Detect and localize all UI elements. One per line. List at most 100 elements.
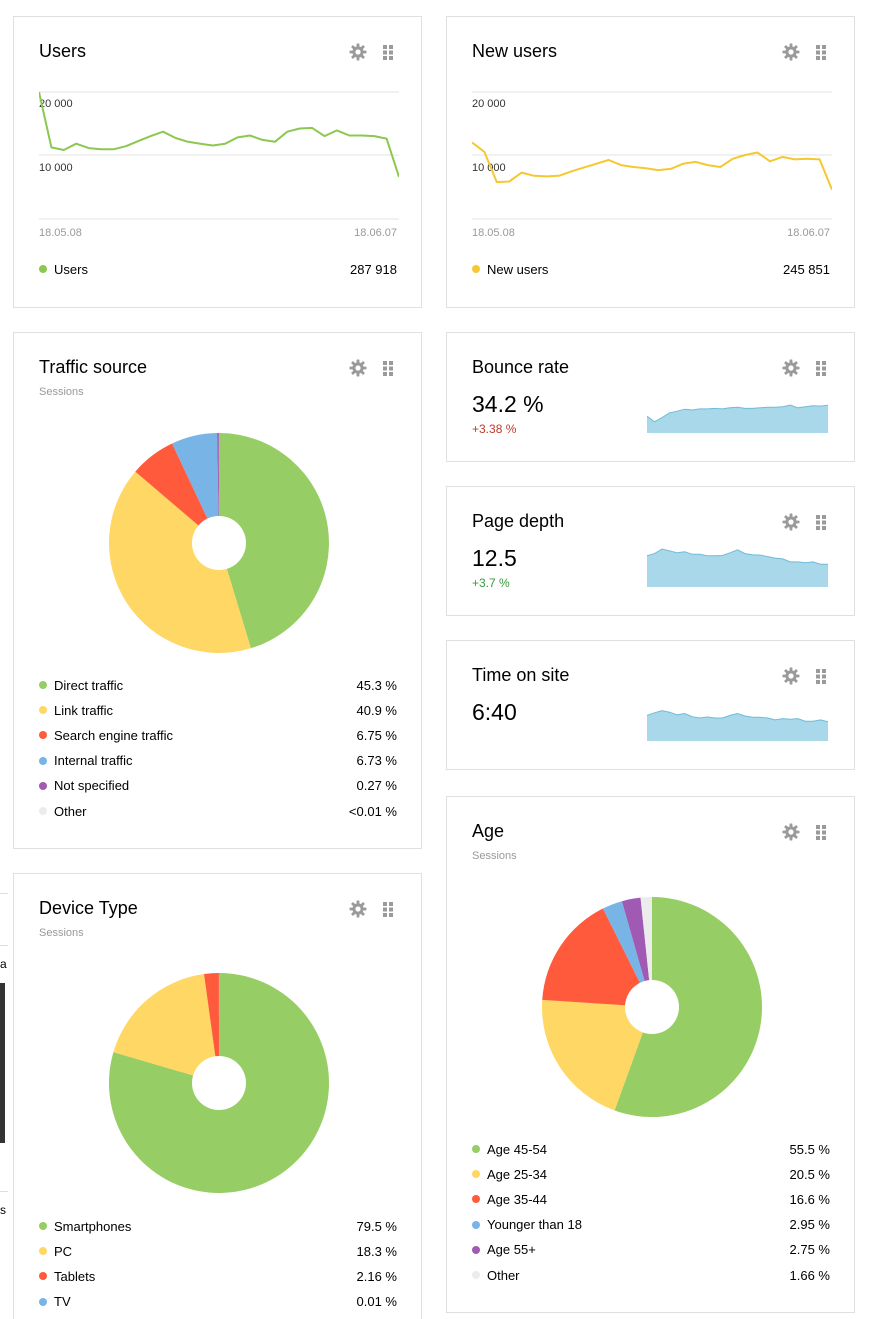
pie-center-hole <box>625 980 679 1034</box>
y-tick-label: 10 000 <box>39 162 73 174</box>
widget-title: Device Type <box>39 898 138 918</box>
drag-handle-icon[interactable] <box>812 823 830 841</box>
legend-item[interactable]: Age 45-54 55.5 % <box>472 1140 830 1158</box>
sparkline-area <box>647 549 828 587</box>
gear-icon[interactable] <box>349 359 367 377</box>
legend-label: New users <box>487 261 549 277</box>
pie-slice-link-traffic[interactable] <box>109 471 251 653</box>
legend-dot <box>39 1247 47 1256</box>
legend-value: 6.73 % <box>356 753 397 769</box>
legend-item[interactable]: TV 0.01 % <box>39 1293 397 1311</box>
legend-label: Age 45-54 <box>487 1141 547 1157</box>
drag-handle-icon[interactable] <box>379 359 397 377</box>
widget-title: Page depth <box>472 511 565 531</box>
date-start-label: 18.05.08 <box>39 227 82 239</box>
legend-label: TV <box>54 1294 71 1310</box>
metric-delta: +3.38 % <box>472 422 517 436</box>
legend-value: 6.75 % <box>356 727 397 743</box>
new-users-widget: New users 20 000 10 000 18.05.08 18.06.0… <box>446 16 855 308</box>
users-line-chart: 20 000 10 000 <box>39 91 399 220</box>
widget-subtitle: Sessions <box>472 850 517 862</box>
legend-dot <box>39 1272 47 1281</box>
y-tick-label: 20 000 <box>39 98 73 110</box>
gear-icon[interactable] <box>782 43 800 61</box>
drag-handle-icon[interactable] <box>812 513 830 531</box>
legend-item[interactable]: Tablets 2.16 % <box>39 1267 397 1285</box>
edge-divider-top <box>0 893 8 894</box>
legend-value: 2.95 % <box>789 1217 830 1233</box>
legend-item[interactable]: Users 287 918 <box>39 260 397 278</box>
legend-value: 20.5 % <box>789 1166 830 1182</box>
legend-item[interactable]: Link traffic 40.9 % <box>39 701 397 719</box>
legend-value: 2.75 % <box>789 1242 830 1258</box>
legend-item[interactable]: PC 18.3 % <box>39 1242 397 1260</box>
time-on-site-sparkline <box>647 710 828 741</box>
new-users-line-chart: 20 000 10 000 <box>472 91 832 220</box>
date-end-label: 18.06.07 <box>354 227 397 239</box>
gear-icon[interactable] <box>782 667 800 685</box>
drag-handle-icon[interactable] <box>812 43 830 61</box>
legend-item[interactable]: Other <0.01 % <box>39 802 397 820</box>
gear-icon[interactable] <box>782 359 800 377</box>
gear-icon[interactable] <box>782 823 800 841</box>
legend-item[interactable]: Smartphones 79.5 % <box>39 1217 397 1235</box>
widget-title: Users <box>39 41 87 61</box>
legend-item[interactable]: Age 35-44 16.6 % <box>472 1190 830 1208</box>
drag-handle-icon[interactable] <box>812 359 830 377</box>
legend-dot <box>472 1220 480 1229</box>
page-depth-sparkline <box>647 548 828 587</box>
users-widget: Users 20 000 10 000 18.05.08 18.06.07 Us… <box>13 16 422 308</box>
new-users-series-line <box>472 141 832 191</box>
pie-slice-other[interactable] <box>640 897 652 1007</box>
legend-value: 55.5 % <box>789 1141 830 1157</box>
legend-item[interactable]: Not specified 0.27 % <box>39 777 397 795</box>
legend-item[interactable]: Age 25-34 20.5 % <box>472 1165 830 1183</box>
legend-item[interactable]: Age 55+ 2.75 % <box>472 1241 830 1259</box>
pie-slice-search-engine-traffic[interactable] <box>135 443 219 543</box>
pie-slice-pc[interactable] <box>113 974 219 1083</box>
drag-handle-icon[interactable] <box>812 667 830 685</box>
date-start-label: 18.05.08 <box>472 227 515 239</box>
gear-icon[interactable] <box>349 43 367 61</box>
pie-slice-age-35-44[interactable] <box>542 908 652 1007</box>
legend-item[interactable]: Younger than 18 2.95 % <box>472 1216 830 1234</box>
legend-label: Internal traffic <box>54 753 133 769</box>
legend-label: Search engine traffic <box>54 727 173 743</box>
legend-item[interactable]: Search engine traffic 6.75 % <box>39 726 397 744</box>
date-end-label: 18.06.07 <box>787 227 830 239</box>
drag-handle-icon[interactable] <box>379 43 397 61</box>
widget-subtitle: Sessions <box>39 386 84 398</box>
sparkline-area <box>647 405 828 433</box>
widget-title: Age <box>472 821 505 841</box>
y-tick-label: 20 000 <box>472 98 506 110</box>
pie-slice-younger-than-18[interactable] <box>602 901 652 1007</box>
pie-slice-age-25-34[interactable] <box>541 999 652 1111</box>
legend-dot <box>472 1245 480 1254</box>
legend-item[interactable]: New users 245 851 <box>472 260 830 278</box>
time-on-site-widget: Time on site 6:40 <box>446 640 855 770</box>
edge-divider-bottom <box>0 1191 8 1192</box>
pie-slice-not-specified[interactable] <box>217 433 219 543</box>
gear-icon[interactable] <box>349 900 367 918</box>
legend-item[interactable]: Other 1.66 % <box>472 1266 830 1284</box>
legend-item[interactable]: Internal traffic 6.73 % <box>39 752 397 770</box>
legend-label: Younger than 18 <box>487 1217 582 1233</box>
pie-slice-tablets[interactable] <box>204 973 219 1083</box>
sparkline-line <box>647 710 828 723</box>
gear-icon[interactable] <box>782 513 800 531</box>
edge-divider-mid <box>0 945 8 946</box>
pie-slice-direct-traffic[interactable] <box>219 433 329 649</box>
widget-controls <box>782 43 830 61</box>
legend-item[interactable]: Direct traffic 45.3 % <box>39 676 397 694</box>
legend-dot <box>39 1297 47 1306</box>
sparkline-area <box>647 710 828 741</box>
legend-dot <box>472 1195 480 1204</box>
legend-label: Other <box>54 803 87 819</box>
drag-handle-icon[interactable] <box>379 900 397 918</box>
metric-delta: +3.7 % <box>472 576 510 590</box>
legend-value: 16.6 % <box>789 1191 830 1207</box>
legend-value: 1.66 % <box>789 1267 830 1283</box>
pie-slice-internal-traffic[interactable] <box>172 433 219 543</box>
pie-slice-age-55-[interactable] <box>621 897 652 1007</box>
pie-slice-age-45-54[interactable] <box>614 897 763 1117</box>
